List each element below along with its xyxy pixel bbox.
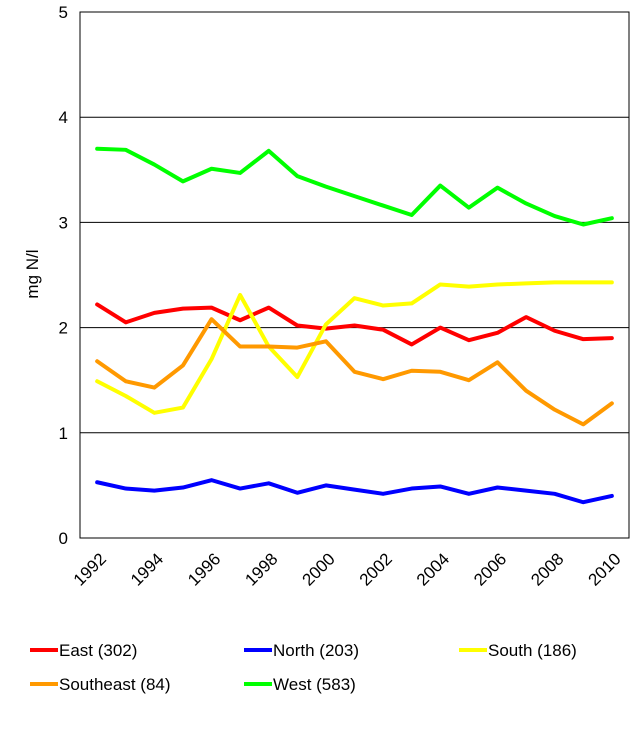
- y-tick-label: 5: [59, 3, 68, 22]
- y-axis-ticks: 0 1 2 3 4 5: [59, 3, 68, 548]
- x-tick-label: 2002: [356, 549, 396, 589]
- y-axis-label: mg N/l: [23, 249, 42, 298]
- x-axis-ticks: 1992 1994 1996 1998 2000 2002 2004 2006 2008 2010: [70, 549, 625, 589]
- series-line-0: [95, 302, 614, 347]
- plot-area: [79, 11, 630, 539]
- x-tick-label: 1992: [70, 549, 110, 589]
- y-tick-label: 1: [59, 424, 68, 443]
- legend-label: North (203): [273, 641, 359, 660]
- y-tick-label: 2: [59, 319, 68, 338]
- y-tick-label: 0: [59, 529, 68, 548]
- x-tick-label: 2006: [470, 549, 510, 589]
- x-tick-label: 2010: [584, 549, 624, 589]
- y-tick-label: 3: [59, 213, 68, 232]
- x-tick-label: 1994: [127, 549, 167, 589]
- series-line-4: [95, 146, 614, 227]
- legend-label: East (302): [59, 641, 137, 660]
- series-line-3: [95, 317, 614, 427]
- x-tick-label: 2000: [299, 549, 339, 589]
- series-lines: [95, 146, 614, 505]
- series-line-2: [95, 280, 614, 415]
- legend-label: West (583): [273, 675, 356, 694]
- legend-label: Southeast (84): [59, 675, 171, 694]
- grid-lines: [80, 116, 629, 434]
- y-tick-label: 4: [59, 108, 68, 127]
- legend-label: South (186): [488, 641, 577, 660]
- series-line-1: [95, 478, 614, 505]
- x-tick-label: 2004: [413, 549, 453, 589]
- x-tick-label: 2008: [527, 549, 567, 589]
- x-tick-label: 1998: [241, 549, 281, 589]
- legend: East (302) North (203) South (186) Southeas…: [30, 641, 577, 694]
- x-tick-label: 1996: [184, 549, 224, 589]
